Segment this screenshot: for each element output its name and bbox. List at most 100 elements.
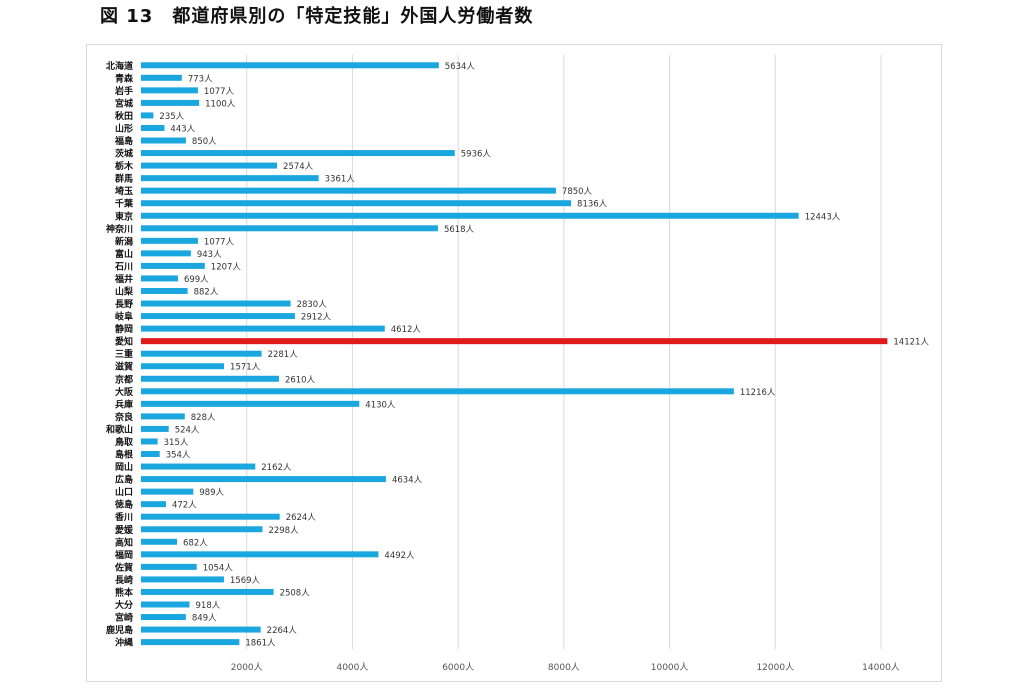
data-label: 235人 (159, 112, 184, 122)
data-label: 8136人 (577, 200, 608, 210)
data-label: 943人 (197, 250, 222, 260)
data-label: 12443人 (805, 212, 841, 222)
y-category-label: 岡山 (115, 461, 133, 473)
bar-chart: 2000人 4000人 6000人 8000人 10000人 12000人 14000人 北海… (105, 55, 929, 673)
y-category-label: 宮崎 (115, 612, 133, 624)
data-label: 443人 (170, 124, 195, 134)
y-category-label: 神奈川 (106, 223, 133, 235)
y-category-label: 愛知 (115, 336, 133, 348)
bar (141, 451, 160, 458)
data-label: 682人 (183, 538, 208, 548)
bar (141, 212, 799, 219)
data-label: 2912人 (301, 313, 332, 323)
y-category-label: 長野 (115, 299, 133, 310)
bar (141, 175, 319, 182)
bar (141, 250, 191, 257)
data-label: 2574人 (283, 162, 314, 172)
data-label: 5936人 (461, 150, 492, 160)
data-label: 1077人 (204, 87, 235, 97)
y-category-label: 秋田 (114, 110, 133, 122)
y-category-label: 青森 (115, 72, 134, 84)
data-label: 524人 (175, 425, 200, 435)
data-label: 1569人 (230, 576, 261, 586)
bar (141, 150, 455, 157)
y-category-label: 千葉 (115, 198, 134, 210)
y-category-label: 新潟 (115, 235, 133, 247)
y-category-label: 鳥取 (115, 436, 134, 448)
bar (141, 413, 185, 420)
bar (141, 639, 240, 646)
bar (141, 287, 188, 294)
bar (141, 501, 166, 508)
data-label: 1077人 (204, 237, 235, 247)
y-category-label: 石川 (114, 261, 133, 272)
y-category-label: 北海道 (106, 60, 133, 72)
data-label: 2298人 (268, 526, 299, 536)
y-category-label: 島根 (115, 449, 134, 461)
data-label: 2264人 (267, 626, 298, 636)
bar (141, 626, 261, 633)
data-label: 2508人 (280, 588, 311, 598)
bar (141, 400, 360, 407)
bar (141, 601, 190, 608)
bar (141, 162, 278, 169)
y-category-label: 沖縄 (115, 637, 133, 649)
bar (141, 237, 198, 244)
y-category-label: 宮城 (115, 97, 133, 109)
y-category-label: 茨城 (115, 148, 133, 160)
bar (141, 74, 182, 81)
y-category-label: 岐阜 (115, 311, 133, 323)
y-category-label: 東京 (115, 210, 133, 222)
bar (141, 300, 291, 307)
data-label: 4130人 (365, 400, 396, 410)
data-label: 1054人 (203, 563, 234, 573)
y-category-label: 三重 (115, 348, 133, 360)
bar (141, 325, 385, 332)
data-label: 882人 (194, 287, 219, 297)
y-category-label: 滋賀 (115, 361, 133, 373)
bar (141, 275, 178, 282)
y-category-label: 福岡 (114, 549, 133, 561)
y-category-label: 福島 (114, 135, 133, 147)
bar (141, 388, 734, 395)
data-label: 1571人 (230, 363, 261, 373)
data-label: 828人 (191, 413, 216, 423)
data-label: 354人 (166, 451, 191, 461)
y-category-label: 和歌山 (105, 423, 133, 435)
y-category-label: 長崎 (115, 574, 133, 586)
bar (141, 124, 165, 131)
data-label: 14121人 (893, 338, 929, 348)
x-tick-label: 10000人 (651, 662, 689, 673)
bar (141, 187, 556, 194)
x-tick-label: 4000人 (336, 662, 368, 673)
y-category-label: 福井 (114, 273, 133, 285)
bar (141, 463, 256, 470)
bar (141, 563, 197, 570)
data-label: 4634人 (392, 476, 423, 486)
bar (141, 538, 178, 545)
y-category-label: 京都 (115, 373, 133, 385)
y-category-label: 熊本 (115, 586, 134, 598)
data-label: 989人 (199, 488, 224, 498)
y-category-label: 栃木 (115, 160, 134, 172)
y-category-label: 大阪 (115, 386, 134, 398)
data-label: 315人 (164, 438, 189, 448)
data-label: 4492人 (384, 551, 415, 561)
y-category-label: 徳島 (114, 499, 133, 511)
bar (141, 225, 438, 232)
y-category-label: 香川 (114, 511, 133, 523)
x-tick-label: 14000人 (862, 662, 900, 673)
data-label: 11216人 (740, 388, 776, 398)
bar (141, 438, 158, 445)
y-category-label: 群馬 (114, 173, 133, 185)
data-label: 918人 (196, 601, 221, 611)
x-tick-label: 6000人 (442, 662, 474, 673)
bar (141, 200, 572, 207)
x-tick-label: 12000人 (756, 662, 794, 673)
bar (141, 99, 200, 106)
y-category-label: 奈良 (114, 411, 133, 423)
chart-frame: 2000人 4000人 6000人 8000人 10000人 12000人 14000人 北海… (86, 44, 942, 682)
data-label: 4612人 (391, 325, 422, 335)
chart-title: 図 13 都道府県別の「特定技能」外国人労働者数 (100, 6, 534, 27)
bar (141, 588, 274, 595)
